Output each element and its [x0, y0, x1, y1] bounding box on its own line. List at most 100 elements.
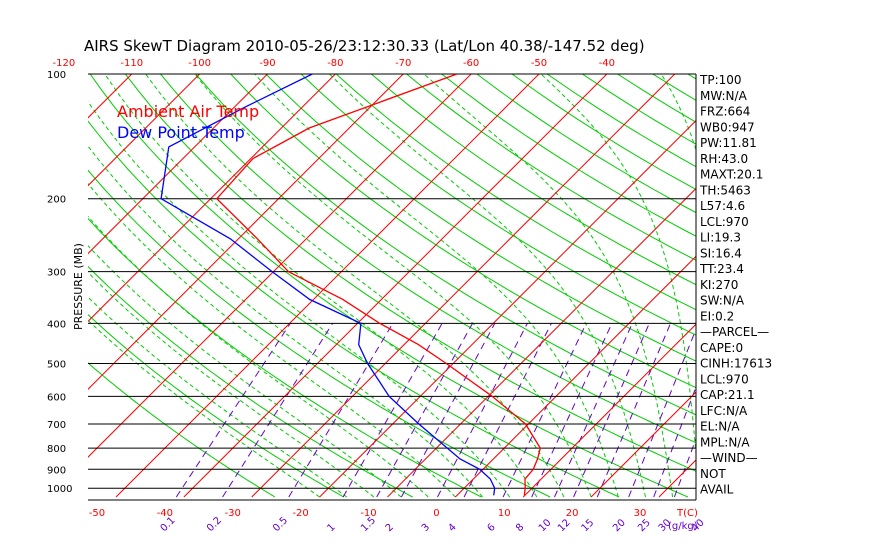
top-temp-tick-label: -110	[120, 58, 143, 69]
index-entry: PW:11.81	[700, 136, 757, 150]
mixing-ratio-tick-label: 20	[611, 517, 628, 534]
pressure-tick-label: 300	[47, 268, 66, 279]
index-entry: CAPE:0	[700, 341, 743, 355]
mixing-ratio-tick-label: 0.5	[271, 515, 290, 534]
mixing-ratio-line	[437, 323, 528, 498]
top-temp-tick-label: -80	[327, 58, 343, 69]
index-entry: L57:4.6	[700, 199, 745, 213]
mixing-ratio-line	[376, 323, 473, 498]
moist-adiabat-line	[88, 245, 402, 498]
moist-adiabat-line	[329, 74, 646, 498]
bottom-temp-tick-label: 10	[498, 508, 511, 519]
legend-dew-point-temp: Dew Point Temp	[117, 123, 245, 142]
ambient-air-temp-line	[215, 74, 541, 496]
moist-adiabat-line	[88, 319, 320, 498]
isotherm-line	[590, 391, 696, 498]
moist-adiabat-line	[88, 215, 429, 498]
pressure-tick-label: 200	[47, 195, 66, 206]
bottom-temp-tick-label: -10	[360, 508, 376, 519]
index-entry: WB0:947	[700, 120, 755, 134]
index-entry: MAXT:20.1	[700, 168, 763, 182]
mixing-ratio-tick-label: 25	[636, 517, 653, 534]
dry-adiabat-line	[300, 74, 696, 336]
mixing-ratio-line	[288, 323, 394, 498]
moist-adiabat-line	[194, 74, 592, 498]
mixing-ratio-line	[673, 437, 696, 498]
bottom-axis-unit-label: T(C)	[676, 508, 698, 519]
moist-adiabat-line	[145, 74, 565, 498]
dry-adiabat-line	[160, 74, 696, 444]
mixing-ratio-tick-label: 4	[446, 522, 458, 534]
moist-adiabat-line	[104, 74, 538, 498]
top-temp-tick-label: -100	[188, 58, 211, 69]
legend-ambient-air-temp: Ambient Air Temp	[117, 102, 259, 121]
index-entry: TH:5463	[699, 183, 751, 197]
bottom-temp-tick-label: -20	[292, 508, 308, 519]
mixing-ratio-line	[502, 323, 587, 498]
dry-adiabat-line	[652, 74, 696, 101]
bottom-temp-tick-label: 30	[634, 508, 647, 519]
index-entry: RH:43.0	[700, 152, 748, 166]
index-entry: CINH:17613	[700, 357, 772, 371]
index-entry: EL:N/A	[700, 420, 740, 434]
isotherm-line	[88, 74, 336, 323]
moist-adiabat-line	[540, 74, 696, 460]
index-entry: NOT	[700, 467, 726, 481]
pressure-tick-label: 900	[47, 465, 66, 476]
dry-adiabat-line	[88, 362, 276, 498]
dry-adiabat-line	[89, 74, 689, 498]
isotherm-line	[88, 74, 268, 255]
index-entry: —PARCEL—	[700, 325, 769, 339]
isotherm-line	[88, 74, 200, 187]
moist-adiabat-line	[88, 100, 511, 498]
mixing-ratio-line	[596, 323, 671, 498]
isotherm-line	[115, 74, 540, 498]
bottom-temp-tick-label: -40	[157, 508, 173, 519]
index-entry: LCL:970	[700, 372, 749, 386]
moist-adiabat-line	[88, 182, 456, 498]
dry-adiabat-line	[441, 74, 696, 237]
dry-adiabat-line	[88, 169, 551, 498]
isotherm-line	[88, 74, 404, 390]
mixing-ratio-tick-label: 8	[514, 522, 526, 534]
bottom-temp-tick-label: -50	[89, 508, 105, 519]
top-temp-tick-label: -40	[599, 58, 615, 69]
dry-adiabat-line	[476, 74, 696, 214]
bottom-temp-tick-label: 20	[566, 508, 579, 519]
mixing-ratio-line	[554, 323, 633, 498]
index-entry: —WIND—	[700, 451, 758, 465]
top-temp-tick-label: -60	[463, 58, 479, 69]
isotherm-line	[863, 74, 870, 497]
index-entry: LCL:970	[700, 215, 749, 229]
top-temp-tick-label: -120	[53, 58, 76, 69]
pressure-tick-label: 600	[47, 392, 66, 403]
dry-adiabat-line	[88, 265, 413, 498]
isotherm-line	[183, 74, 608, 498]
mixing-ratio-tick-label: 1	[325, 522, 337, 534]
index-entry: MPL:N/A	[700, 435, 750, 449]
mixing-ratio-tick-label: 0.2	[205, 515, 224, 534]
mixing-ratio-tick-label: 3	[420, 522, 432, 534]
pressure-tick-label: 700	[47, 420, 66, 431]
dry-adiabat-line	[371, 74, 696, 286]
mixing-ratio-tick-label: 2	[384, 522, 396, 534]
dry-adiabat-line	[335, 74, 696, 311]
dry-adiabat-line	[88, 313, 344, 498]
dry-adiabat-line	[88, 120, 620, 498]
bottom-temp-tick-label: 0	[433, 508, 439, 519]
index-entry: CAP:21.1	[700, 388, 755, 402]
index-entry: KI:270	[700, 278, 738, 292]
moist-adiabat-line	[423, 74, 674, 498]
pressure-tick-label: 500	[47, 360, 66, 371]
mixing-ratio-line	[531, 323, 613, 498]
moist-adiabat-line	[254, 74, 619, 498]
pressure-tick-label: 100	[47, 70, 66, 81]
moist-adiabat-line	[88, 296, 348, 498]
mixing-ratio-line	[342, 323, 443, 498]
index-entry: SI:16.4	[700, 246, 742, 260]
top-temp-tick-label: -70	[395, 58, 411, 69]
top-temp-tick-label: -90	[259, 58, 275, 69]
